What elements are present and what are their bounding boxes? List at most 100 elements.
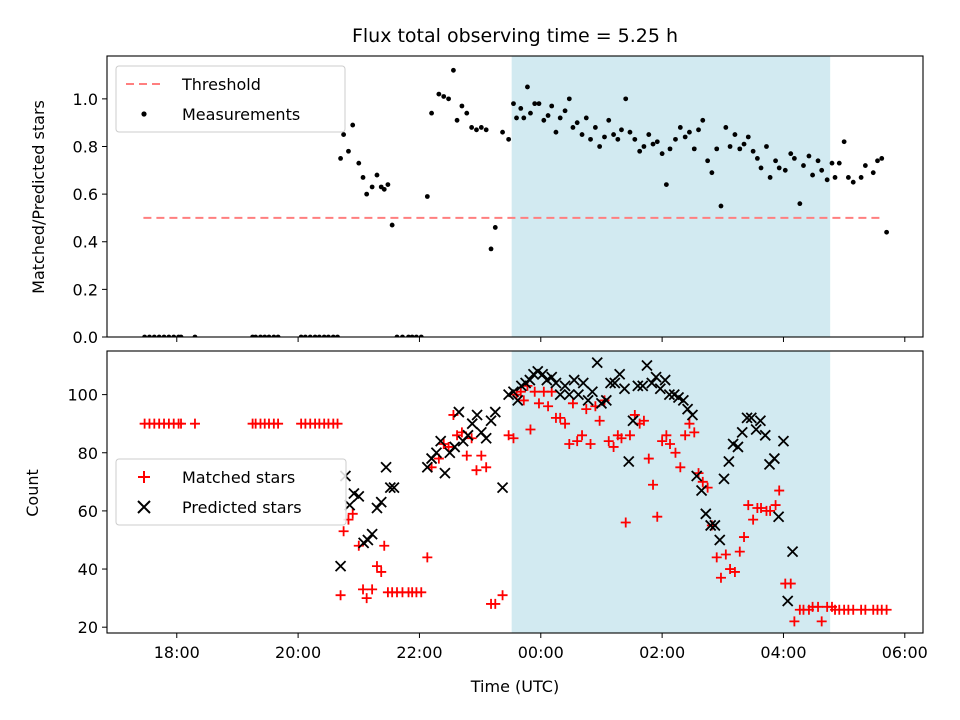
measurements-point	[574, 120, 580, 126]
predicted-stars-point	[371, 502, 383, 514]
matched-stars-point	[525, 424, 536, 435]
predicted-stars-point	[586, 386, 598, 398]
legend: Matched stars Predicted stars	[115, 458, 347, 526]
matched-stars-point	[422, 552, 433, 563]
measurements-point	[532, 101, 538, 107]
measurements-point	[374, 172, 380, 178]
measurements-point	[356, 160, 362, 166]
predicted-stars-point	[650, 371, 662, 383]
matched-stars-point	[680, 430, 691, 441]
predicted-stars-point	[604, 377, 617, 389]
matched-stars-point	[594, 415, 605, 426]
matched-stars-point	[189, 418, 200, 429]
predicted-stars-point	[466, 418, 478, 430]
y-tick-label: 1.0	[73, 90, 98, 109]
measurements-point	[745, 134, 751, 140]
predicted-stars-point	[663, 388, 676, 401]
measurements-point	[525, 84, 530, 90]
measurements-point	[298, 334, 304, 337]
y-tick-label: 80	[78, 444, 98, 463]
measurements-point	[845, 175, 851, 180]
predicted-stars-point	[536, 368, 549, 380]
measurements-point	[441, 94, 447, 99]
matched-stars-point	[624, 430, 635, 441]
matched-stars-point	[416, 587, 427, 598]
measurements-point	[381, 186, 387, 192]
predicted-stars-point	[736, 426, 748, 439]
matched-stars-point	[813, 601, 824, 612]
matched-stars-point	[529, 386, 540, 397]
matched-stars-point	[684, 418, 695, 429]
measurements-point	[360, 175, 366, 180]
measurements-point	[536, 101, 542, 107]
measurements-point	[178, 334, 184, 337]
matched-stars-point	[743, 500, 754, 511]
measurements-point	[705, 158, 711, 164]
predicted-stars-point	[591, 356, 603, 369]
predicted-stars-point	[546, 371, 558, 383]
measurements-point	[161, 334, 167, 337]
measurements-point	[597, 144, 603, 149]
matched-stars-point	[481, 462, 492, 473]
measurements-point	[583, 115, 589, 121]
measurements-point	[414, 334, 419, 337]
y-axis-label-ratio: Matched/Predicted stars	[29, 100, 48, 294]
measurements-point	[394, 334, 400, 337]
measurements-point	[623, 96, 629, 102]
matched-stars-point	[515, 386, 526, 397]
x-tick-label: 18:00	[154, 643, 200, 662]
predicted-stars-point	[375, 496, 387, 508]
predicted-stars-point	[353, 490, 365, 502]
predicted-stars-point	[334, 560, 347, 572]
measurements-point	[406, 334, 411, 337]
predicted-stars-point	[718, 473, 730, 485]
y-tick-label: 100	[67, 386, 98, 405]
legend-label: Predicted stars	[182, 498, 302, 517]
matched-stars-point	[616, 433, 627, 444]
matched-stars-point	[347, 508, 358, 519]
matched-stars-point	[774, 485, 785, 496]
x-tick-label: 00:00	[518, 643, 564, 662]
matched-stars-point	[376, 566, 387, 577]
measurements-point	[424, 194, 430, 199]
measurements-point	[884, 229, 889, 235]
matched-stars-point	[490, 598, 501, 609]
predicted-stars-point	[600, 394, 612, 407]
measurements-point	[545, 113, 551, 118]
measurements-point	[801, 163, 806, 168]
matched-stars-point	[358, 584, 369, 595]
predicted-stars-point	[448, 441, 461, 453]
measurements-point	[266, 334, 272, 337]
measurements-point	[764, 144, 769, 149]
matched-stars-point	[608, 441, 619, 452]
measurements-point	[579, 132, 585, 137]
measurements-point	[870, 170, 876, 176]
matched-stars-point	[729, 566, 740, 577]
matched-stars-point	[638, 415, 649, 426]
measurements-point	[166, 334, 172, 337]
predicted-stars-point	[435, 435, 447, 447]
measurements-point	[511, 101, 516, 107]
measurements-point	[758, 165, 764, 171]
matched-stars-point	[657, 436, 668, 447]
predicted-stars-point	[489, 406, 501, 418]
predicted-stars-point	[768, 452, 780, 465]
measurements-point	[841, 139, 847, 145]
measurements-point	[562, 108, 568, 114]
measurements-point	[592, 125, 598, 130]
measurements-point	[506, 136, 512, 142]
matched-stars-point	[560, 418, 571, 429]
measurements-point	[474, 127, 479, 133]
measurements-point	[271, 334, 277, 337]
matched-stars-point	[581, 404, 592, 415]
measurements-point	[832, 175, 838, 180]
predicted-stars-point	[772, 511, 785, 523]
axes-frame	[106, 55, 924, 338]
predicted-stars-point	[754, 415, 767, 427]
measurements-point	[258, 334, 263, 337]
matched-stars-point	[332, 418, 343, 429]
measurements-point	[718, 203, 724, 209]
matched-stars-point	[881, 604, 892, 615]
predicted-stars-point	[732, 441, 744, 453]
measurements-point	[192, 334, 198, 337]
